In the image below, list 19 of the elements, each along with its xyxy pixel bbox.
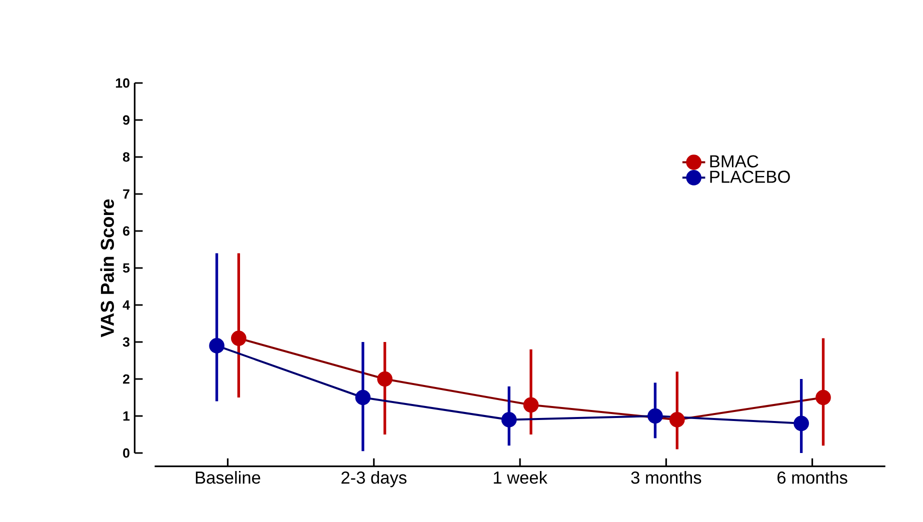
y-tick-label: 5 bbox=[122, 263, 130, 273]
y-tick-label: 9 bbox=[123, 115, 130, 125]
y-tick-label: 2 bbox=[123, 374, 130, 384]
y-tick-label: 8 bbox=[122, 152, 130, 162]
x-tick-label: 6 months bbox=[778, 471, 848, 484]
y-axis-title: VAS Pain Score bbox=[100, 199, 114, 338]
legend-label: BMAC bbox=[710, 155, 758, 168]
y-tick-label: 6 bbox=[123, 226, 130, 236]
x-tick-label: 1 week bbox=[494, 471, 548, 484]
x-tick-label: Baseline bbox=[196, 471, 260, 484]
y-tick-label: 10 bbox=[116, 78, 130, 88]
y-tick-label: 7 bbox=[123, 189, 130, 199]
x-tick-label: 3 months bbox=[631, 471, 702, 484]
y-tick-label: 3 bbox=[122, 337, 130, 347]
y-tick-label: 1 bbox=[123, 411, 130, 421]
y-tick-label: 0 bbox=[123, 448, 130, 458]
y-tick-label: 4 bbox=[122, 300, 130, 310]
x-tick-label: 2-3 days bbox=[342, 471, 406, 488]
legend-label: PLACEBO bbox=[710, 170, 790, 183]
